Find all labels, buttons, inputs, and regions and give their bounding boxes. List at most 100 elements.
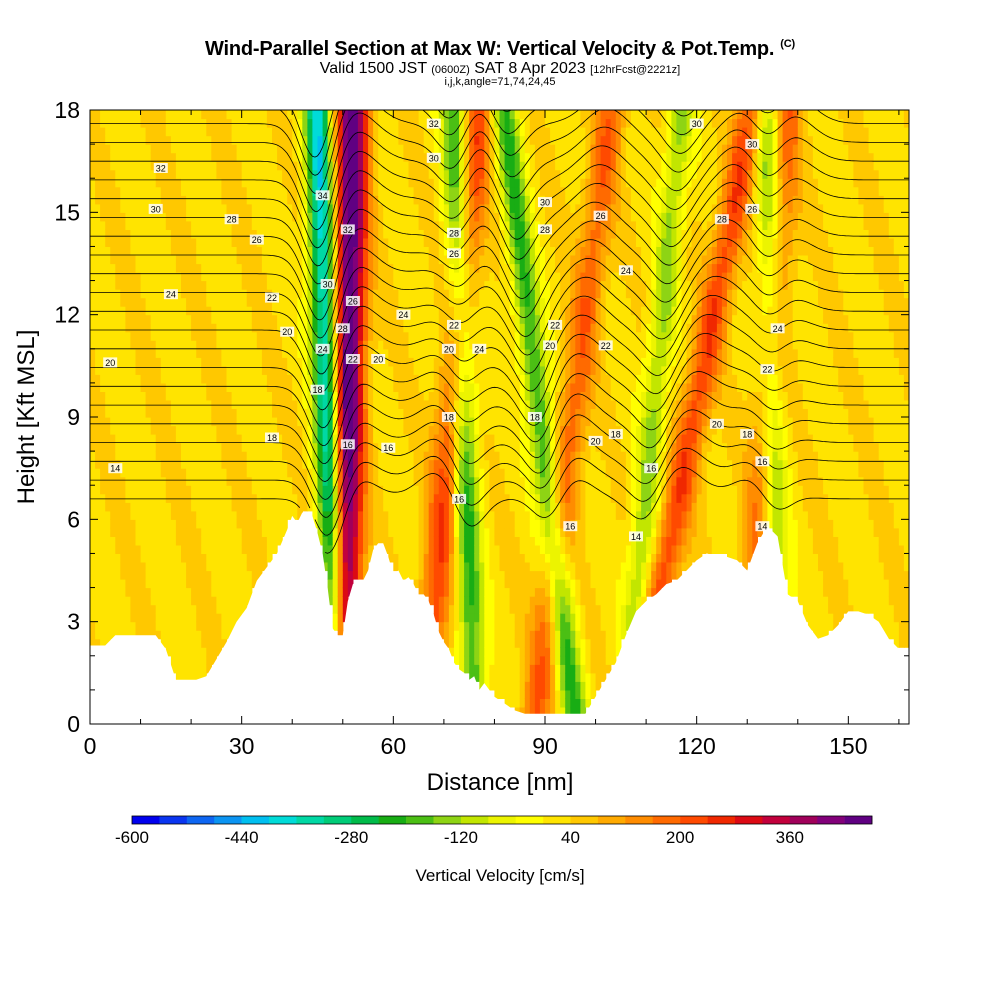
velocity-cell <box>105 451 111 461</box>
velocity-cell <box>373 314 379 324</box>
velocity-cell <box>170 510 177 520</box>
velocity-cell <box>251 323 258 333</box>
velocity-cell <box>216 562 223 572</box>
velocity-cell <box>347 451 354 461</box>
velocity-cell <box>221 212 228 222</box>
velocity-cell <box>277 212 283 222</box>
velocity-cell <box>464 391 470 401</box>
velocity-cell <box>464 323 470 333</box>
velocity-cell <box>302 306 308 316</box>
velocity-cell <box>236 399 243 409</box>
velocity-cell <box>256 212 263 222</box>
velocity-cell <box>398 280 405 290</box>
velocity-cell <box>216 178 223 188</box>
velocity-cell <box>494 655 501 665</box>
velocity-cell <box>105 553 111 563</box>
velocity-cell <box>297 178 303 188</box>
velocity-cell <box>403 118 410 128</box>
velocity-cell <box>155 297 162 307</box>
velocity-cell <box>363 553 369 563</box>
velocity-cell <box>130 331 137 341</box>
velocity-cell <box>368 289 374 299</box>
velocity-cell <box>105 562 111 572</box>
velocity-cell <box>95 417 101 427</box>
velocity-cell <box>140 408 147 418</box>
velocity-cell <box>438 399 445 409</box>
velocity-cell <box>90 110 96 120</box>
velocity-cell <box>226 169 233 179</box>
velocity-cell <box>408 135 415 145</box>
velocity-cell <box>221 442 228 452</box>
velocity-cell <box>231 382 238 392</box>
velocity-cell <box>423 272 430 282</box>
velocity-cell <box>221 229 228 239</box>
velocity-cell <box>165 417 172 427</box>
velocity-cell <box>100 621 106 631</box>
velocity-cell <box>201 468 207 478</box>
velocity-cell <box>165 613 172 623</box>
velocity-cell <box>388 161 394 171</box>
velocity-cell <box>196 485 202 495</box>
velocity-cell <box>206 127 212 137</box>
velocity-cell <box>282 459 288 469</box>
velocity-cell <box>196 510 202 520</box>
velocity-cell <box>443 297 450 307</box>
velocity-cell <box>393 280 399 290</box>
velocity-cell <box>297 237 303 247</box>
velocity-cell <box>115 331 121 341</box>
velocity-cell <box>357 536 364 546</box>
velocity-cell <box>448 613 455 623</box>
velocity-cell <box>489 169 496 179</box>
velocity-cell <box>509 485 516 495</box>
velocity-cell <box>292 169 298 179</box>
velocity-cell <box>186 604 192 614</box>
velocity-cell <box>206 562 212 572</box>
velocity-cell <box>337 186 344 196</box>
velocity-cell <box>479 417 485 427</box>
velocity-cell <box>221 510 228 520</box>
velocity-cell <box>175 135 182 145</box>
velocity-cell <box>155 502 162 512</box>
velocity-cell <box>226 135 233 145</box>
velocity-cell <box>246 485 253 495</box>
velocity-cell <box>484 144 490 154</box>
velocity-cell <box>292 442 298 452</box>
velocity-cell <box>443 613 450 623</box>
velocity-cell <box>459 638 465 648</box>
velocity-cell <box>211 110 217 120</box>
velocity-cell <box>454 442 460 452</box>
velocity-cell <box>398 527 405 537</box>
velocity-cell <box>272 536 278 546</box>
velocity-cell <box>90 579 96 589</box>
velocity-cell <box>494 468 501 478</box>
velocity-cell <box>292 451 298 461</box>
velocity-cell <box>186 408 192 418</box>
velocity-cell <box>175 289 182 299</box>
velocity-cell <box>261 399 268 409</box>
velocity-cell <box>484 195 490 205</box>
velocity-cell <box>322 391 329 401</box>
velocity-cell <box>499 596 506 606</box>
velocity-cell <box>170 280 177 290</box>
velocity-cell <box>90 417 96 427</box>
velocity-cell <box>125 579 132 589</box>
velocity-cell <box>130 357 137 367</box>
velocity-cell <box>231 144 238 154</box>
velocity-cell <box>90 374 96 384</box>
velocity-cell <box>221 621 228 631</box>
velocity-cell <box>277 510 283 520</box>
velocity-cell <box>433 391 440 401</box>
velocity-cell <box>186 399 192 409</box>
velocity-cell <box>332 621 339 631</box>
velocity-cell <box>241 510 248 520</box>
velocity-cell <box>236 212 243 222</box>
velocity-cell <box>175 314 182 324</box>
velocity-cell <box>191 527 197 537</box>
velocity-cell <box>135 144 142 154</box>
velocity-cell <box>484 331 490 341</box>
velocity-cell <box>186 289 192 299</box>
velocity-cell <box>469 434 475 444</box>
velocity-cell <box>191 331 197 341</box>
velocity-cell <box>454 331 460 341</box>
velocity-cell <box>352 348 359 358</box>
